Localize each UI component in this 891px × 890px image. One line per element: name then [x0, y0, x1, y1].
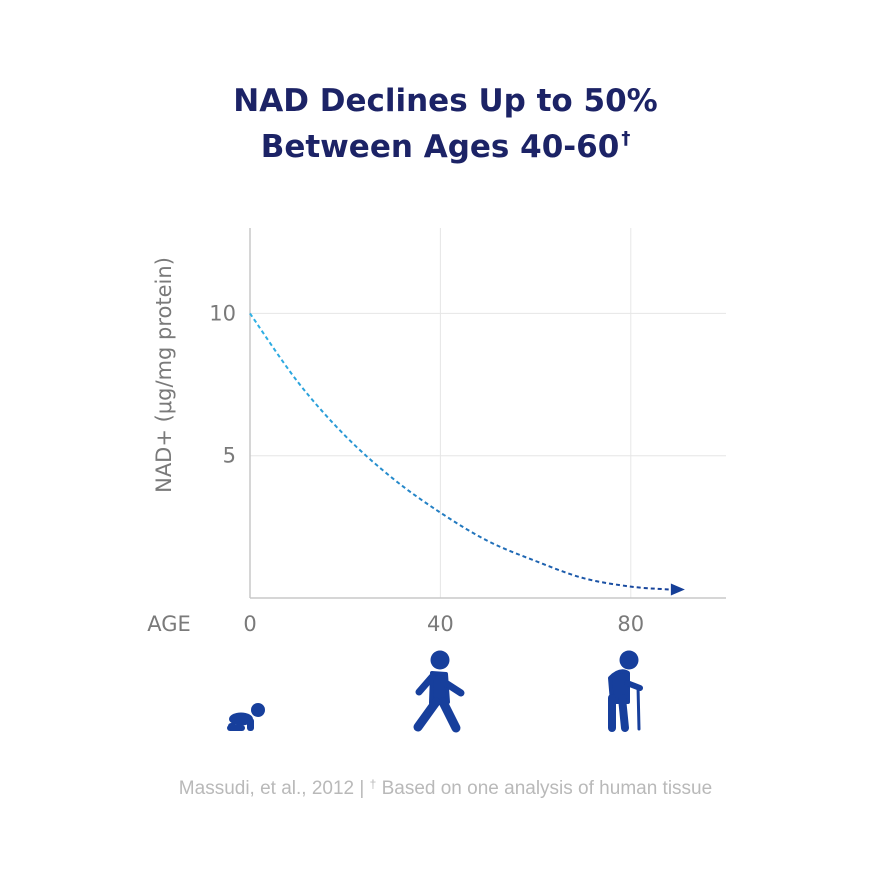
- series-arrowhead-0: [670, 583, 685, 596]
- x-axis-label: AGE: [147, 612, 191, 636]
- label-layer: NAD+ (μg/mg protein) AGE: [147, 257, 191, 636]
- footnote-dagger: †: [369, 777, 377, 791]
- elderly-cane-icon: [608, 650, 643, 732]
- footnote-citation: Massudi, et al., 2012 |: [178, 778, 365, 799]
- series-layer: [249, 312, 685, 596]
- y-tick-label-5: 5: [223, 444, 236, 468]
- title-text-1: NAD Declines Up to 50%: [233, 83, 658, 119]
- grid-layer: [250, 228, 726, 598]
- title-text-2: Between Ages 40-60: [260, 129, 620, 165]
- x-tick-label-80: 80: [617, 612, 644, 636]
- chart-title-line-2: Between Ages 40-60 †: [0, 129, 891, 165]
- walking-adult-icon: [413, 650, 465, 733]
- title-dagger: †: [621, 128, 631, 149]
- footnote-note: Based on one analysis of human tissue: [376, 778, 713, 799]
- series-line-0: [249, 312, 669, 591]
- footnote: Massudi, et al., 2012 | † Based on one a…: [0, 777, 891, 800]
- chart-title-line-1: NAD Declines Up to 50%: [0, 86, 891, 117]
- y-tick-label-10: 10: [209, 301, 236, 325]
- axis-layer: 0 40 80 5 10: [209, 228, 726, 636]
- x-tick-label-0: 0: [243, 612, 256, 636]
- y-axis-label: NAD+ (μg/mg protein): [152, 257, 176, 493]
- x-tick-label-40: 40: [427, 612, 454, 636]
- crawling-baby-icon: [227, 703, 265, 731]
